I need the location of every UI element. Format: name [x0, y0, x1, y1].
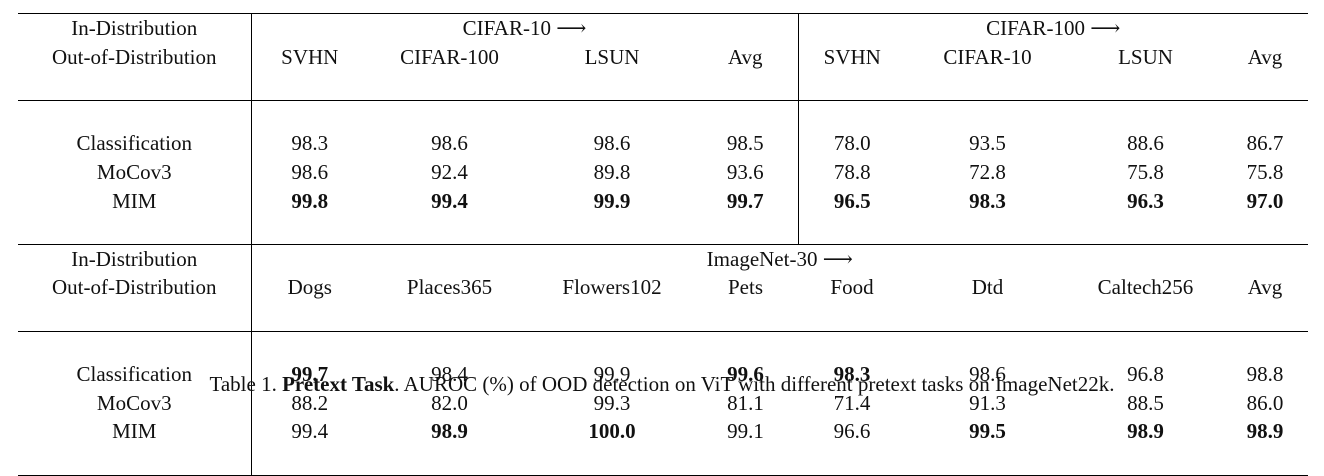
- value-cell: 99.6: [727, 362, 764, 387]
- value-cell: 96.3: [1127, 188, 1164, 213]
- column-header: Avg: [1247, 44, 1283, 69]
- in-distribution-label: In-Distribution: [71, 246, 198, 271]
- value-cell: 99.5: [969, 419, 1006, 444]
- value-cell: 99.4: [250, 417, 368, 446]
- column-header: Flowers102: [562, 275, 662, 300]
- column-header: Avg: [1247, 275, 1283, 300]
- table-caption: Table 1. Pretext Task. AUROC (%) of OOD …: [0, 372, 1324, 397]
- value-cell: 98.5: [726, 131, 764, 156]
- value-cell: 99.4: [431, 188, 468, 213]
- column-header: Dogs: [250, 273, 368, 302]
- value-cell: 98.6: [969, 362, 1006, 387]
- column-header: SVHN: [797, 42, 906, 72]
- value-cell: 78.0: [797, 129, 906, 158]
- value-cell: 98.6: [593, 131, 631, 156]
- row-label: MIM: [112, 188, 157, 213]
- value-cell: 96.8: [1127, 362, 1164, 387]
- value-cell: 98.8: [1246, 362, 1284, 387]
- header-row-in-distribution: In-Distribution CIFAR-10 ⟶ CIFAR-100 ⟶: [18, 12, 1308, 43]
- value-cell: 92.4: [431, 159, 468, 184]
- header-row-in-distribution: In-Distribution ImageNet-30 ⟶: [18, 244, 1308, 274]
- value-cell: 93.6: [726, 159, 764, 184]
- in-distribution-label: In-Distribution: [18, 12, 251, 43]
- column-header: SVHN: [250, 42, 368, 72]
- row-label: Classification: [76, 131, 192, 156]
- column-header: Food: [830, 275, 874, 300]
- column-header: CIFAR-100: [400, 44, 499, 69]
- value-cell: 98.3: [969, 188, 1006, 213]
- value-cell: 99.9: [593, 362, 631, 387]
- value-cell: 99.1: [727, 419, 764, 444]
- value-cell: 93.5: [969, 131, 1006, 156]
- column-header: Places365: [406, 275, 493, 300]
- caption-text: . AUROC (%) of OOD detection on ViT with…: [394, 372, 1115, 396]
- column-header: Dtd: [971, 275, 1004, 300]
- row-label: Classification: [76, 362, 192, 387]
- value-cell: 99.7: [726, 188, 764, 213]
- value-cell: 98.6: [431, 131, 468, 156]
- column-header: CIFAR-10: [943, 44, 1032, 69]
- value-cell: 98.3: [250, 129, 368, 158]
- table-row: MoCov3 98.6 92.4 89.8 93.6 78.8 72.8 75.8 75.8: [18, 157, 1308, 187]
- column-header: LSUN: [1118, 44, 1173, 69]
- row-label: MoCov3: [96, 159, 172, 184]
- value-cell: 98.3: [833, 362, 871, 387]
- value-cell: 98.9: [1246, 419, 1284, 444]
- value-cell: 99.7: [250, 360, 368, 389]
- table-row: MIM 99.4 98.9 100.0 99.1 96.6 99.5 98.9 98.9: [18, 417, 1308, 446]
- value-cell: 96.5: [797, 186, 906, 216]
- group-label: CIFAR-100 ⟶: [797, 12, 1308, 43]
- column-header: Caltech256: [1097, 275, 1194, 300]
- value-cell: 97.0: [1246, 188, 1284, 213]
- value-cell: 98.9: [1127, 419, 1164, 444]
- value-cell: 100.0: [588, 419, 636, 444]
- value-cell: 98.4: [431, 362, 468, 387]
- value-cell: 99.9: [593, 188, 631, 213]
- column-header: Pets: [727, 275, 763, 300]
- group-label: ImageNet-30 ⟶: [250, 244, 1308, 274]
- row-label: MIM: [112, 419, 157, 444]
- value-cell: 89.8: [593, 159, 631, 184]
- value-cell: 96.6: [833, 419, 871, 444]
- caption-title: Pretext Task: [282, 372, 395, 396]
- value-cell: 86.7: [1246, 131, 1284, 156]
- value-cell: 78.8: [797, 157, 906, 187]
- out-of-distribution-label: Out-of-Distribution: [52, 44, 217, 69]
- table-row: Classification 99.7 98.4 99.9 99.6 98.3 98.6 96…: [18, 360, 1308, 389]
- table-row: MIM 99.8 99.4 99.9 99.7 96.5 98.3 96.3 97.0: [18, 186, 1308, 216]
- value-cell: 99.8: [250, 186, 368, 216]
- table-row: Classification 98.3 98.6 98.6 98.5 78.0 93.5 88…: [18, 129, 1308, 158]
- out-of-distribution-label: Out-of-Distribution: [52, 275, 217, 300]
- column-header: Avg: [727, 44, 763, 69]
- column-header: LSUN: [584, 44, 640, 69]
- caption-prefix: Table 1.: [209, 372, 283, 396]
- value-cell: 88.6: [1127, 131, 1164, 156]
- value-cell: 98.6: [250, 157, 368, 187]
- results-table: In-Distribution CIFAR-10 ⟶ CIFAR-100 ⟶ Out-…: [18, 12, 1308, 476]
- header-row-out-of-distribution: Out-of-Distribution SVHN CIFAR-100 LSUN Avg S…: [18, 42, 1308, 72]
- header-row-out-of-distribution: Out-of-Distribution Dogs Places365 Flowers1…: [18, 273, 1308, 302]
- group-label: CIFAR-10 ⟶: [250, 12, 798, 43]
- value-cell: 98.9: [431, 419, 468, 444]
- value-cell: 72.8: [969, 159, 1006, 184]
- value-cell: 75.8: [1127, 159, 1164, 184]
- value-cell: 75.8: [1246, 159, 1284, 184]
